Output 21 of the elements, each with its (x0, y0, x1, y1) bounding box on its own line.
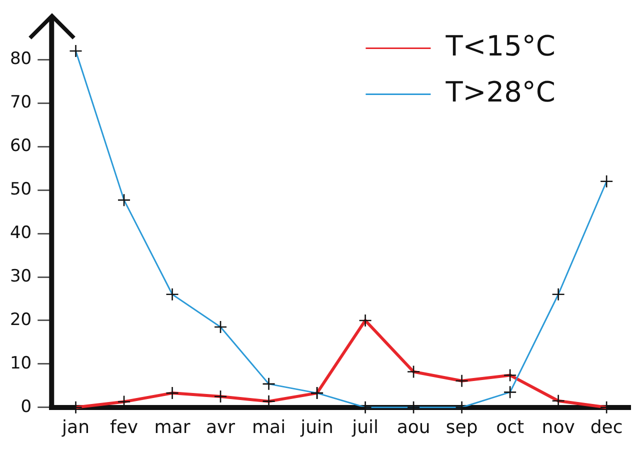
x-tick-label: mai (252, 416, 286, 438)
x-tick-label: avr (206, 416, 236, 438)
y-tick-label: 40 (10, 222, 32, 243)
x-tick-label: nov (542, 416, 576, 438)
x-tick-label: jan (61, 416, 90, 438)
y-tick-label: 20 (10, 310, 32, 330)
x-tick-label: mar (154, 416, 191, 438)
x-tick-label: fev (110, 416, 138, 438)
y-tick-label: 30 (10, 266, 32, 286)
x-tick-label: dec (590, 416, 623, 438)
x-tick-label: juin (300, 416, 334, 438)
y-tick-label: 70 (10, 92, 32, 113)
x-tick-label: oct (496, 416, 524, 438)
y-tick-label: 0 (20, 396, 32, 417)
x-tick-label: aou (396, 416, 430, 438)
y-tick-label: 50 (10, 179, 32, 200)
y-tick-label: 80 (10, 49, 32, 70)
y-tick-label: 60 (10, 136, 32, 156)
x-tick-label: juil (351, 416, 379, 438)
x-tick-label: sep (446, 416, 478, 438)
y-tick-label: 10 (10, 353, 32, 374)
